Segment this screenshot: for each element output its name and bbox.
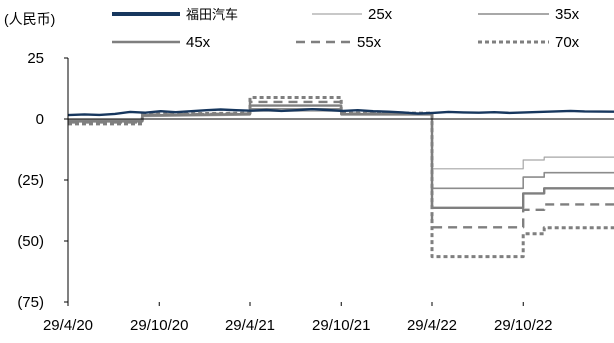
series-line-25x: [68, 110, 614, 170]
x-tick-label: 29/4/20: [43, 317, 93, 334]
legend-label: 福田汽车: [186, 7, 238, 22]
series-line-70x: [68, 96, 614, 259]
axes: 25 0 (25) (50) (75) 29/4/20 29/10/20 29/4/21 29/…: [17, 50, 614, 334]
y-tick-label: (75): [17, 294, 44, 311]
series-line-55x: [68, 100, 614, 229]
series-line-company: [67, 108, 614, 117]
legend-label: 55x: [357, 34, 382, 51]
x-tick-label: 29/4/22: [407, 317, 457, 334]
series-line-45x: [68, 104, 614, 209]
legend-label: 45x: [186, 34, 211, 51]
y-tick-label: 0: [36, 111, 44, 128]
y-tick-label: (50): [17, 233, 44, 250]
y-tick-label: (25): [17, 172, 44, 189]
x-tick-label: 29/10/22: [494, 317, 552, 334]
legend: 福田汽车 25x 35x 45x 55x 70x: [112, 6, 580, 51]
x-tick-label: 29/4/21: [225, 317, 275, 334]
legend-label: 35x: [555, 6, 580, 23]
x-tick-label: 29/10/20: [130, 317, 188, 334]
legend-label: 70x: [555, 34, 580, 51]
y-tick-label: 25: [27, 50, 44, 67]
series-line-35x: [68, 108, 614, 190]
unit-label: (人民币): [4, 11, 55, 27]
x-tick-label: 29/10/21: [312, 317, 370, 334]
plot-area: [67, 96, 614, 259]
legend-label: 25x: [368, 6, 393, 23]
